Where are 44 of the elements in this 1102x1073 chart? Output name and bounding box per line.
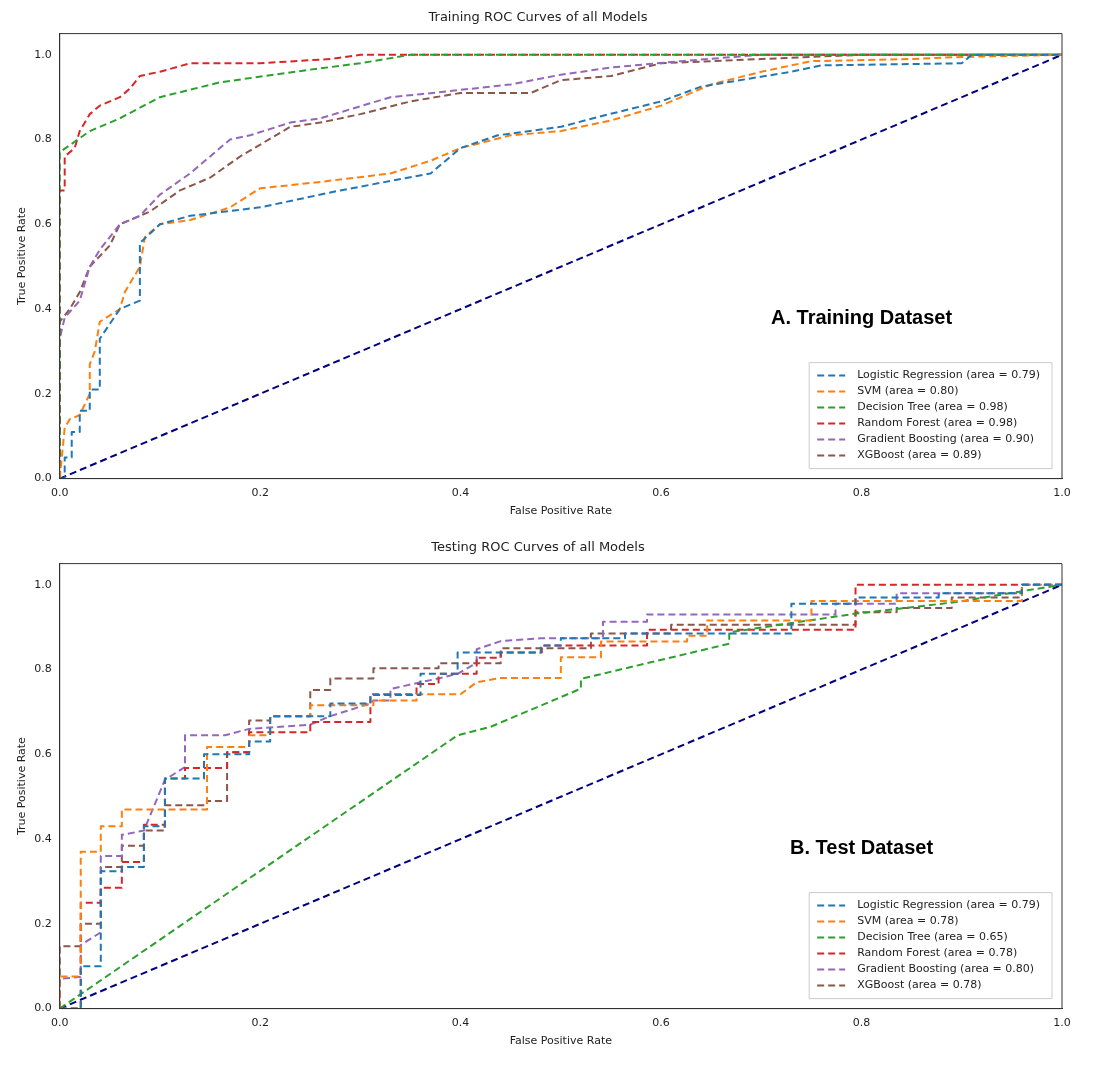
- x-tick-label: 1.0: [1053, 486, 1071, 500]
- x-axis-title: False Positive Rate: [509, 1034, 613, 1048]
- x-tick-label: 0.0: [50, 486, 69, 500]
- chart-title: Training ROC Curves of all Models: [427, 9, 648, 25]
- y-tick-label: 0.8: [34, 132, 52, 146]
- legend-label: Decision Tree (area = 0.65): [857, 930, 1008, 944]
- legend-label: Random Forest (area = 0.98): [857, 416, 1018, 430]
- legend-label: SVM (area = 0.80): [857, 384, 959, 398]
- x-tick-label: 0.4: [451, 486, 470, 500]
- legend-label: XGBoost (area = 0.89): [857, 448, 982, 462]
- y-tick-label: 1.0: [34, 577, 52, 591]
- y-tick-label: 0.8: [34, 662, 52, 676]
- x-tick-label: 0.0: [50, 1016, 69, 1030]
- y-tick-label: 0.4: [34, 831, 52, 845]
- legend-label: XGBoost (area = 0.78): [857, 978, 982, 992]
- legend-label: Logistic Regression (area = 0.79): [857, 898, 1040, 912]
- x-tick-label: 0.6: [652, 1016, 670, 1030]
- x-tick-label: 0.8: [852, 486, 871, 500]
- legend-label: Gradient Boosting (area = 0.80): [857, 962, 1034, 976]
- y-tick-label: 0.0: [34, 1001, 52, 1015]
- x-axis-title: False Positive Rate: [509, 504, 613, 518]
- y-tick-label: 0.4: [34, 301, 52, 315]
- y-tick-label: 0.6: [34, 217, 52, 231]
- legend-label: SVM (area = 0.78): [857, 914, 959, 928]
- legend-label: Gradient Boosting (area = 0.90): [857, 432, 1034, 446]
- y-axis-title: True Positive Rate: [15, 206, 29, 307]
- annotation: B. Test Dataset: [790, 835, 934, 858]
- annotation: A. Training Dataset: [770, 305, 953, 328]
- x-tick-label: 0.6: [652, 486, 670, 500]
- x-tick-label: 0.2: [251, 486, 269, 500]
- x-tick-label: 0.4: [451, 1016, 470, 1030]
- y-tick-label: 0.0: [34, 471, 52, 485]
- y-tick-label: 1.0: [34, 47, 52, 61]
- y-axis-title: True Positive Rate: [15, 736, 29, 837]
- x-tick-label: 0.8: [852, 1016, 871, 1030]
- y-tick-label: 0.2: [34, 916, 52, 930]
- x-tick-label: 0.2: [251, 1016, 269, 1030]
- legend-label: Random Forest (area = 0.78): [857, 946, 1018, 960]
- x-tick-label: 1.0: [1053, 1016, 1071, 1030]
- legend-label: Decision Tree (area = 0.98): [857, 400, 1008, 414]
- legend-label: Logistic Regression (area = 0.79): [857, 368, 1040, 382]
- y-tick-label: 0.6: [34, 747, 52, 761]
- y-tick-label: 0.2: [34, 386, 52, 400]
- chart-title: Testing ROC Curves of all Models: [430, 539, 645, 555]
